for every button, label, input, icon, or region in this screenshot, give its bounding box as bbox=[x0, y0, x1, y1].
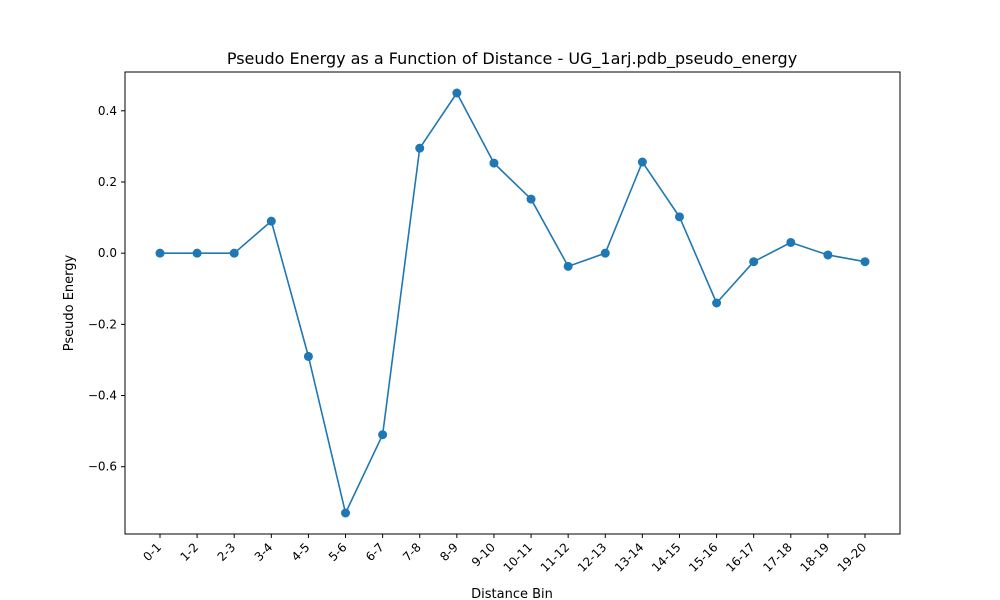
x-axis: 0-1 1-2 2-3 3-4 4-5 5-6 6-7 7-8 8-9 9-10 10-11 11-1… bbox=[140, 534, 869, 575]
data-point bbox=[860, 257, 870, 267]
x-tick-label: 8-9 bbox=[437, 540, 461, 564]
data-point bbox=[229, 248, 239, 258]
plot-area bbox=[125, 72, 900, 534]
data-point bbox=[452, 88, 462, 98]
data-point bbox=[526, 194, 536, 204]
y-axis: −0.6 −0.4 −0.2 0.0 0.2 0.4 bbox=[88, 104, 125, 474]
y-tick-label: 0.4 bbox=[98, 104, 117, 118]
y-axis-label: Pseudo Energy bbox=[62, 254, 77, 351]
data-point bbox=[266, 216, 276, 226]
x-tick-label: 9-10 bbox=[469, 540, 498, 569]
x-tick-label: 4-5 bbox=[289, 540, 313, 564]
x-tick-label: 18-19 bbox=[797, 540, 832, 575]
x-tick-label: 5-6 bbox=[326, 540, 350, 564]
data-point bbox=[303, 351, 313, 361]
x-tick-label: 15-16 bbox=[686, 540, 721, 575]
x-tick-label: 1-2 bbox=[177, 540, 201, 564]
series-line bbox=[160, 92, 866, 514]
data-point bbox=[600, 248, 610, 258]
x-tick-label: 10-11 bbox=[501, 540, 536, 575]
y-tick-label: 0.2 bbox=[98, 175, 117, 189]
y-tick-label: 0.0 bbox=[98, 246, 117, 260]
data-point bbox=[192, 248, 202, 258]
data-point bbox=[415, 143, 425, 153]
x-tick-label: 17-18 bbox=[760, 540, 795, 575]
x-tick-label: 16-17 bbox=[723, 540, 758, 575]
x-tick-label: 13-14 bbox=[612, 540, 647, 575]
data-point bbox=[674, 212, 684, 222]
data-point bbox=[155, 248, 165, 258]
x-tick-label: 2-3 bbox=[215, 540, 239, 564]
data-point bbox=[563, 261, 573, 271]
x-tick-label: 3-4 bbox=[252, 540, 276, 564]
chart-title: Pseudo Energy as a Function of Distance … bbox=[227, 49, 797, 69]
y-tick-label: −0.6 bbox=[88, 460, 117, 474]
x-tick-label: 19-20 bbox=[835, 540, 870, 575]
data-point bbox=[378, 430, 388, 440]
data-point bbox=[489, 158, 499, 168]
data-point bbox=[712, 298, 722, 308]
x-tick-label: 7-8 bbox=[400, 540, 424, 564]
x-tick-label: 12-13 bbox=[575, 540, 610, 575]
x-axis-label: Distance Bin bbox=[471, 587, 553, 600]
x-tick-label: 11-12 bbox=[538, 540, 573, 575]
data-point bbox=[341, 508, 351, 518]
data-point bbox=[823, 250, 833, 260]
data-point bbox=[637, 157, 647, 167]
x-tick-label: 0-1 bbox=[140, 540, 164, 564]
data-point bbox=[786, 237, 796, 247]
plot-frame bbox=[124, 71, 901, 535]
y-tick-label: −0.2 bbox=[88, 317, 117, 331]
data-point bbox=[749, 257, 759, 267]
data-series bbox=[155, 88, 870, 518]
x-tick-label: 6-7 bbox=[363, 540, 387, 564]
x-tick-label: 14-15 bbox=[649, 540, 684, 575]
y-tick-label: −0.4 bbox=[88, 389, 117, 403]
